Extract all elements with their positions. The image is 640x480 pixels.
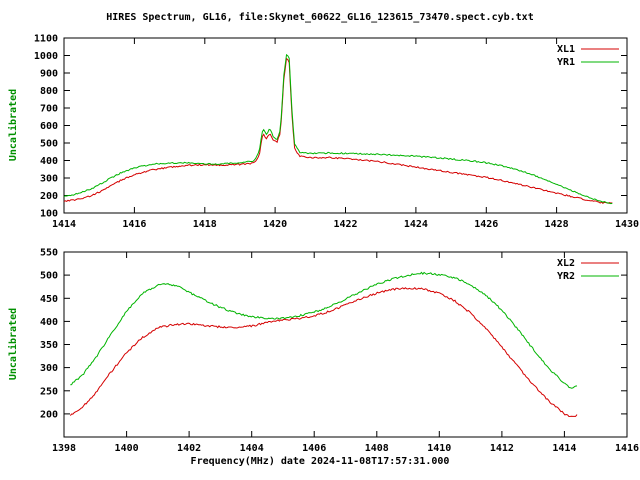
- x-tick-label: 1410: [427, 443, 451, 454]
- x-tick-label: 1406: [302, 443, 326, 454]
- y-tick-label: 500: [40, 271, 58, 282]
- y-tick-label: 350: [40, 340, 58, 351]
- y-tick-label: 550: [40, 248, 58, 259]
- x-tick-label: 1402: [177, 443, 201, 454]
- y-tick-label: 1000: [34, 51, 58, 62]
- x-tick-label: 1420: [263, 219, 287, 230]
- x-tick-label: 1430: [615, 219, 639, 230]
- x-tick-label: 1422: [333, 219, 357, 230]
- y-tick-label: 200: [40, 191, 58, 202]
- y-tick-label: 1100: [34, 34, 58, 45]
- legend-label-YR1: YR1: [557, 57, 575, 68]
- x-tick-label: 1414: [552, 443, 576, 454]
- x-tick-label: 1426: [474, 219, 498, 230]
- x-tick-label: 1428: [545, 219, 569, 230]
- x-tick-label: 1404: [240, 443, 264, 454]
- y-tick-label: 900: [40, 69, 58, 80]
- y-axis-label-top: Uncalibrated: [8, 88, 19, 162]
- x-tick-label: 1424: [404, 219, 428, 230]
- y-tick-label: 500: [40, 139, 58, 150]
- y-tick-label: 300: [40, 363, 58, 374]
- x-tick-label: 1400: [115, 443, 139, 454]
- y-tick-label: 250: [40, 386, 58, 397]
- y-tick-label: 300: [40, 174, 58, 185]
- y-tick-label: 400: [40, 317, 58, 328]
- x-tick-label: 1416: [615, 443, 639, 454]
- x-tick-label: 1408: [365, 443, 389, 454]
- legend-label-XL2: XL2: [557, 258, 575, 269]
- x-tick-label: 1416: [122, 219, 146, 230]
- y-tick-label: 450: [40, 294, 58, 305]
- x-tick-label: 1412: [490, 443, 514, 454]
- y-tick-label: 800: [40, 86, 58, 97]
- y-axis-label-bottom: Uncalibrated: [8, 307, 19, 381]
- y-tick-label: 100: [40, 209, 58, 220]
- series-line-XL2: [69, 286, 578, 418]
- x-tick-label: 1398: [52, 443, 76, 454]
- legend-label-YR2: YR2: [557, 271, 575, 282]
- x-tick-label: 1418: [193, 219, 217, 230]
- x-tick-label: 1414: [52, 219, 76, 230]
- y-tick-label: 200: [40, 409, 58, 420]
- plot-border: [63, 251, 628, 438]
- series-line-YR2: [70, 271, 578, 389]
- y-tick-label: 700: [40, 104, 58, 115]
- legend-label-XL1: XL1: [557, 44, 575, 55]
- series-line-YR1: [63, 53, 613, 205]
- x-axis-label: Frequency(MHz) date 2024-11-08T17:57:31.…: [190, 456, 450, 467]
- plot-border: [63, 37, 628, 214]
- y-tick-label: 400: [40, 156, 58, 167]
- chart-title: HIRES Spectrum, GL16, file:Skynet_60622_…: [106, 12, 534, 23]
- series-line-XL1: [63, 57, 613, 205]
- y-tick-label: 600: [40, 121, 58, 132]
